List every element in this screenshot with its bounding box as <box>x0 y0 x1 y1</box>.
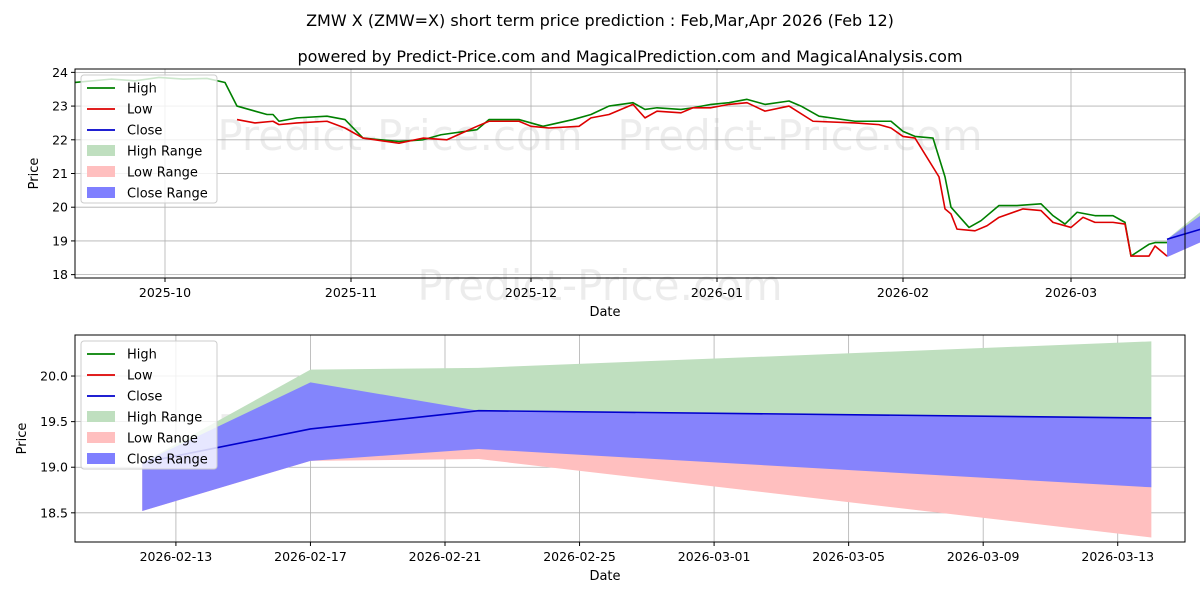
watermark-text: Predict-Price.com <box>417 261 782 310</box>
tick-layer: 2026-02-13 2026-02-17 2026-02-21 2026-02-25… <box>40 369 1154 564</box>
high-range-area <box>1167 212 1200 240</box>
y-tick-label: 20.0 <box>40 369 68 384</box>
x-tick-label: 2026-01 <box>691 285 743 300</box>
legend-label-high: High <box>127 82 157 97</box>
legend: High Low Close High Range Low Range Close Ran… <box>80 74 218 204</box>
y-tick-label: 24 <box>52 65 68 80</box>
y-tick-label: 21 <box>52 166 68 181</box>
y-tick-label: 18.5 <box>40 505 68 520</box>
series-layer <box>142 409 1152 464</box>
series-layer <box>74 76 1200 257</box>
y-tick-label: 20 <box>52 200 68 215</box>
watermark-text: Predict-Price.com <box>617 111 982 160</box>
x-tick-label: 2026-02 <box>877 285 929 300</box>
legend-swatch-high-range <box>87 145 115 156</box>
chart-title: ZMW X (ZMW=X) short term price predictio… <box>306 11 894 30</box>
legend-label-close-range: Close Range <box>127 187 208 202</box>
y-axis-label: Price <box>27 158 42 190</box>
y-tick-label: 23 <box>52 99 68 114</box>
x-axis-label: Date <box>589 305 620 320</box>
legend-label-close-range: Close Range <box>127 453 208 468</box>
x-tick-label: 2026-02-25 <box>543 549 616 564</box>
top-panel: Predict-Price.com Predict-Price.com Predic… <box>27 65 1200 320</box>
x-tick-label: 2025-10 <box>139 285 191 300</box>
x-tick-label: 2026-03 <box>1045 285 1097 300</box>
legend-label-low-range: Low Range <box>127 166 198 181</box>
legend-label-high-range: High Range <box>127 145 202 160</box>
y-tick-label: 18 <box>52 267 68 282</box>
x-axis-label: Date <box>589 569 620 584</box>
x-tick-label: 2026-03-09 <box>947 549 1020 564</box>
close-series-line <box>1166 228 1200 240</box>
legend-label-low: Low <box>127 103 153 118</box>
legend: High Low Close High Range Low Range Close Ran… <box>80 340 218 470</box>
watermark-layer: Predict-Price.com Predict-Price.com Predic… <box>217 111 982 310</box>
y-tick-label: 19 <box>52 233 68 248</box>
x-tick-label: 2026-03-13 <box>1081 549 1154 564</box>
x-tick-label: 2026-03-05 <box>812 549 885 564</box>
legend-label-close: Close <box>127 124 162 139</box>
close-range-area <box>142 382 1152 511</box>
y-tick-label: 19.0 <box>40 460 68 475</box>
high-series-line <box>74 76 1167 257</box>
close-range-area <box>1167 215 1200 258</box>
y-axis-label: Price <box>15 423 30 455</box>
legend-label-low-range: Low Range <box>127 432 198 447</box>
legend-label-low: Low <box>127 369 153 384</box>
legend-swatch-low-range <box>87 432 115 443</box>
x-tick-label: 2025-12 <box>505 285 557 300</box>
x-tick-label: 2026-02-13 <box>140 549 213 564</box>
legend-swatch-close-range <box>87 187 115 198</box>
low-series-line <box>236 101 1168 257</box>
close-series-line <box>142 409 1152 464</box>
legend-label-close: Close <box>127 390 162 405</box>
y-tick-label: 19.5 <box>40 414 68 429</box>
x-tick-label: 2025-11 <box>325 285 377 300</box>
legend-swatch-low-range <box>87 166 115 177</box>
watermark-text: Predict-Price.com <box>217 111 582 160</box>
range-fill-layer <box>1167 212 1200 258</box>
x-tick-label: 2026-03-01 <box>678 549 751 564</box>
bottom-panel: Predict-Price.comPredict-Price.com2026-0… <box>15 334 1186 584</box>
high-range-area <box>142 341 1152 463</box>
legend-label-high-range: High Range <box>127 411 202 426</box>
legend-swatch-close-range <box>87 453 115 464</box>
legend-swatch-high-range <box>87 411 115 422</box>
range-fill-layer <box>142 341 1152 538</box>
chart-subtitle: powered by Predict-Price.com and Magical… <box>297 47 962 66</box>
y-tick-label: 22 <box>52 132 68 147</box>
x-tick-label: 2026-02-21 <box>409 549 482 564</box>
x-tick-label: 2026-02-17 <box>274 549 347 564</box>
tick-layer: 2025-10 2025-11 2025-12 2026-01 2026-02 2026-… <box>52 65 1097 300</box>
legend-label-high: High <box>127 348 157 363</box>
axes-frame <box>74 334 1186 543</box>
